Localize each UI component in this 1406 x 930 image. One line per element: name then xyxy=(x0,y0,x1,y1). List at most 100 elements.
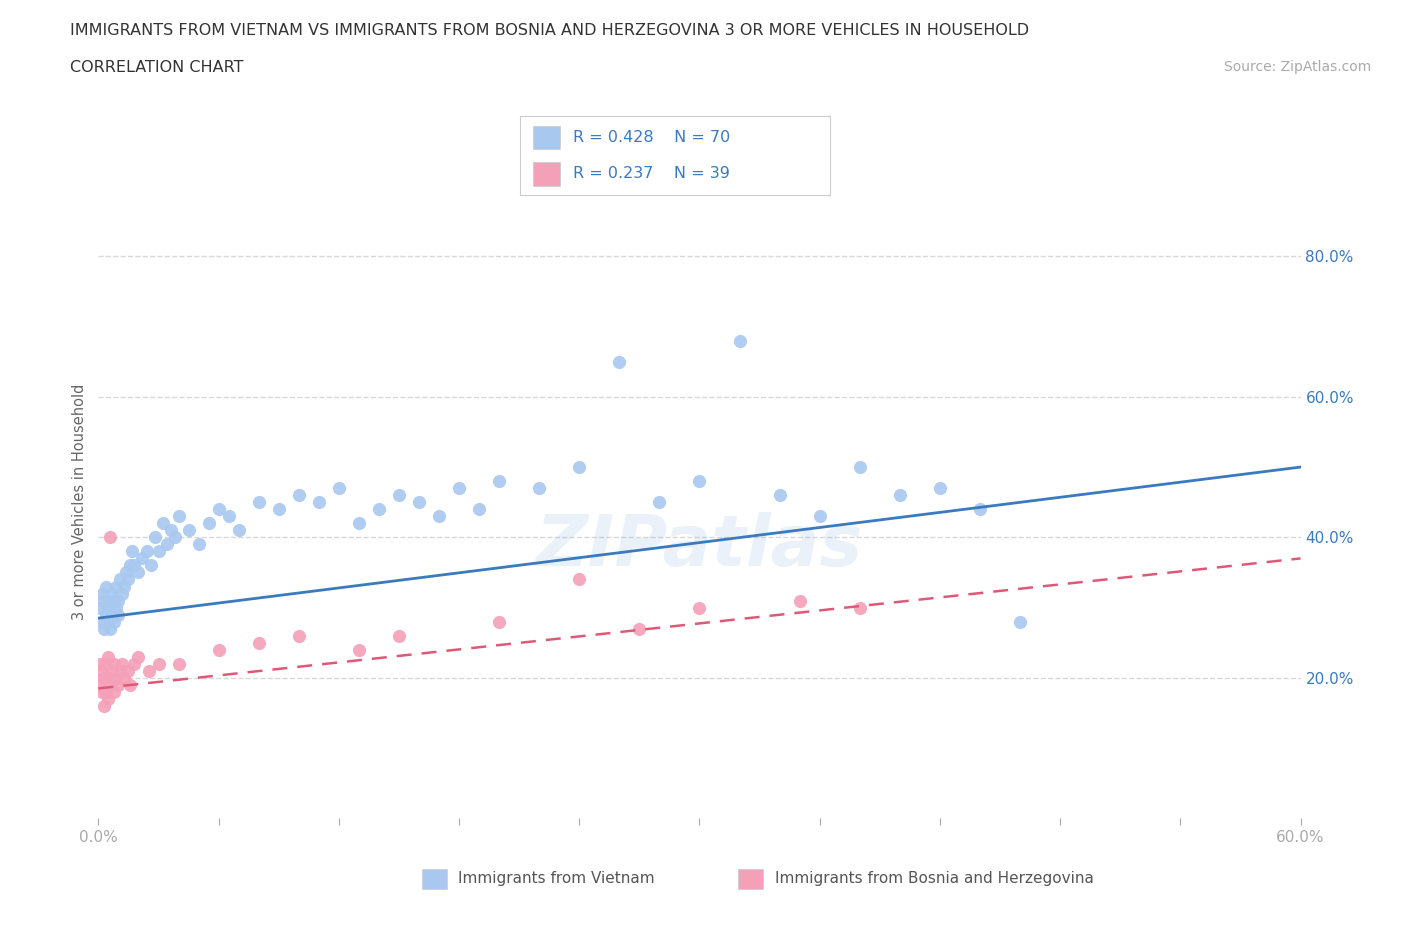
Point xyxy=(187,537,209,551)
Point xyxy=(138,663,160,678)
Point xyxy=(728,333,751,348)
Point xyxy=(89,600,111,615)
Point xyxy=(103,614,125,629)
Text: IMMIGRANTS FROM VIETNAM VS IMMIGRANTS FROM BOSNIA AND HERZEGOVINA 3 OR MORE VEHI: IMMIGRANTS FROM VIETNAM VS IMMIGRANTS FR… xyxy=(70,23,1029,38)
Point xyxy=(111,586,134,601)
FancyBboxPatch shape xyxy=(533,126,561,150)
Point xyxy=(929,481,952,496)
Point xyxy=(128,565,150,580)
Point xyxy=(529,481,551,496)
Text: Immigrants from Vietnam: Immigrants from Vietnam xyxy=(458,871,655,886)
Point xyxy=(969,502,991,517)
Point xyxy=(1010,614,1032,629)
Point xyxy=(447,481,470,496)
Point xyxy=(388,487,411,502)
Point xyxy=(648,495,671,510)
Point xyxy=(91,586,114,601)
Point xyxy=(128,649,150,664)
Point xyxy=(110,663,132,678)
Point xyxy=(120,558,142,573)
Point xyxy=(100,530,122,545)
Point xyxy=(347,643,370,658)
Point xyxy=(218,509,240,524)
Point xyxy=(100,677,122,692)
Point xyxy=(105,671,128,685)
Point xyxy=(105,579,128,594)
Text: Immigrants from Bosnia and Herzegovina: Immigrants from Bosnia and Herzegovina xyxy=(775,871,1094,886)
Point xyxy=(107,593,129,608)
Point xyxy=(131,551,153,565)
Point xyxy=(100,593,122,608)
Point xyxy=(689,473,711,488)
Point xyxy=(568,459,591,474)
Point xyxy=(197,516,219,531)
Point xyxy=(388,629,411,644)
Point xyxy=(103,684,125,699)
FancyBboxPatch shape xyxy=(533,162,561,186)
Point xyxy=(427,509,450,524)
Point xyxy=(288,487,311,502)
Point xyxy=(117,572,139,587)
Point xyxy=(97,600,120,615)
Point xyxy=(97,649,120,664)
Point xyxy=(769,487,792,502)
Point xyxy=(328,481,350,496)
Point xyxy=(100,621,122,636)
Point xyxy=(247,635,270,650)
Point xyxy=(808,509,831,524)
Text: R = 0.237    N = 39: R = 0.237 N = 39 xyxy=(572,166,730,181)
Point xyxy=(91,684,114,699)
Point xyxy=(103,657,125,671)
Point xyxy=(89,677,111,692)
Point xyxy=(148,544,170,559)
Point xyxy=(105,600,128,615)
Point xyxy=(267,502,290,517)
Point xyxy=(152,516,174,531)
Point xyxy=(91,614,114,629)
Point xyxy=(124,558,146,573)
Point xyxy=(849,600,872,615)
Text: Source: ZipAtlas.com: Source: ZipAtlas.com xyxy=(1223,60,1371,74)
Point xyxy=(114,671,136,685)
Point xyxy=(91,663,114,678)
Point xyxy=(114,579,136,594)
Point xyxy=(115,565,138,580)
Point xyxy=(120,677,142,692)
Point xyxy=(121,544,143,559)
Point xyxy=(97,692,120,707)
Point xyxy=(124,657,146,671)
Point xyxy=(96,657,118,671)
Point xyxy=(93,621,115,636)
Point xyxy=(93,698,115,713)
Point xyxy=(101,663,124,678)
Point xyxy=(628,621,651,636)
Point xyxy=(101,586,124,601)
Point xyxy=(208,643,231,658)
Point xyxy=(107,677,129,692)
Point xyxy=(468,502,491,517)
Point xyxy=(347,516,370,531)
Point xyxy=(143,530,166,545)
Point xyxy=(117,663,139,678)
Point xyxy=(93,671,115,685)
Point xyxy=(155,537,177,551)
Point xyxy=(96,579,118,594)
Point xyxy=(308,495,330,510)
Point xyxy=(609,354,631,369)
Y-axis label: 3 or more Vehicles in Household: 3 or more Vehicles in Household xyxy=(72,384,87,620)
Point xyxy=(89,657,111,671)
Point xyxy=(111,657,134,671)
Point xyxy=(789,593,811,608)
Point xyxy=(97,614,120,629)
Point xyxy=(689,600,711,615)
Point xyxy=(110,572,132,587)
Point xyxy=(368,502,391,517)
Point xyxy=(93,593,115,608)
Point xyxy=(96,607,118,622)
Text: CORRELATION CHART: CORRELATION CHART xyxy=(70,60,243,75)
Point xyxy=(96,684,118,699)
Point xyxy=(103,593,125,608)
Point xyxy=(97,671,120,685)
Point xyxy=(408,495,430,510)
Point xyxy=(148,657,170,671)
